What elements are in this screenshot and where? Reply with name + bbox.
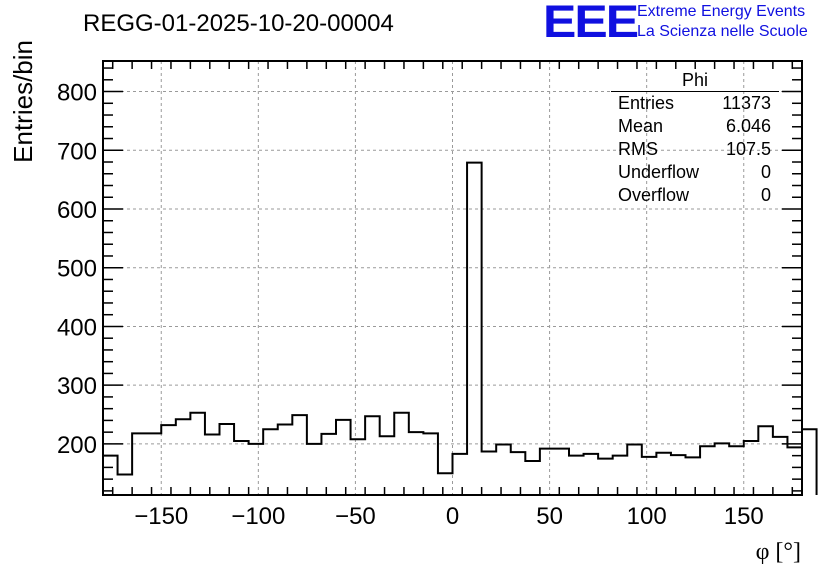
x-axis-label: φ [°]	[756, 539, 801, 565]
stats-row-underflow: Underflow 0	[611, 161, 779, 184]
stats-value: 11373	[722, 93, 771, 113]
stats-row-overflow: Overflow 0	[611, 184, 779, 207]
stats-row-entries: Entries 11373	[611, 92, 779, 115]
x-tick-label: 0	[446, 503, 459, 530]
histogram-series	[102, 161, 818, 495]
stats-label: Entries	[618, 93, 675, 113]
stats-value: 6.046	[725, 116, 771, 136]
x-tick-label: 150	[724, 503, 764, 530]
x-tick-label: 100	[627, 503, 667, 530]
stats-label: RMS	[618, 139, 658, 159]
x-tick-label: −50	[335, 503, 376, 530]
stats-label: Overflow	[618, 185, 690, 205]
y-tick-label: 400	[57, 314, 97, 341]
y-tick-label: 800	[57, 80, 97, 107]
y-tick-label: 700	[57, 138, 97, 165]
chart-title: REGG-01-2025-10-20-00004	[83, 10, 394, 37]
x-tick-label: −100	[231, 503, 285, 530]
y-tick-label: 600	[57, 197, 97, 224]
logo-subtitle-line2: La Scienza nelle Scuole	[637, 23, 808, 40]
eee-logo: EEE	[543, 0, 639, 47]
stats-box-title: Phi	[611, 70, 779, 92]
y-tick-label: 200	[57, 432, 97, 459]
stats-row-rms: RMS 107.5	[611, 138, 779, 161]
stats-label: Underflow	[618, 162, 700, 182]
plot-frame	[102, 60, 803, 496]
y-axis-label: Entries/bin	[8, 40, 38, 163]
logo-subtitle-line1: Extreme Energy Events	[637, 3, 806, 20]
stats-value: 107.5	[725, 139, 771, 159]
stats-box: Phi Entries 11373 Mean 6.046 RMS 107.5 U…	[611, 70, 779, 207]
x-tick-label: −150	[134, 503, 188, 530]
x-tick-label: 50	[536, 503, 563, 530]
y-tick-label: 300	[57, 373, 97, 400]
y-tick-label: 500	[57, 256, 97, 283]
stats-label: Mean	[618, 116, 664, 136]
stats-value: 0	[760, 185, 771, 205]
stats-row-mean: Mean 6.046	[611, 115, 779, 138]
stats-value: 0	[760, 162, 771, 182]
